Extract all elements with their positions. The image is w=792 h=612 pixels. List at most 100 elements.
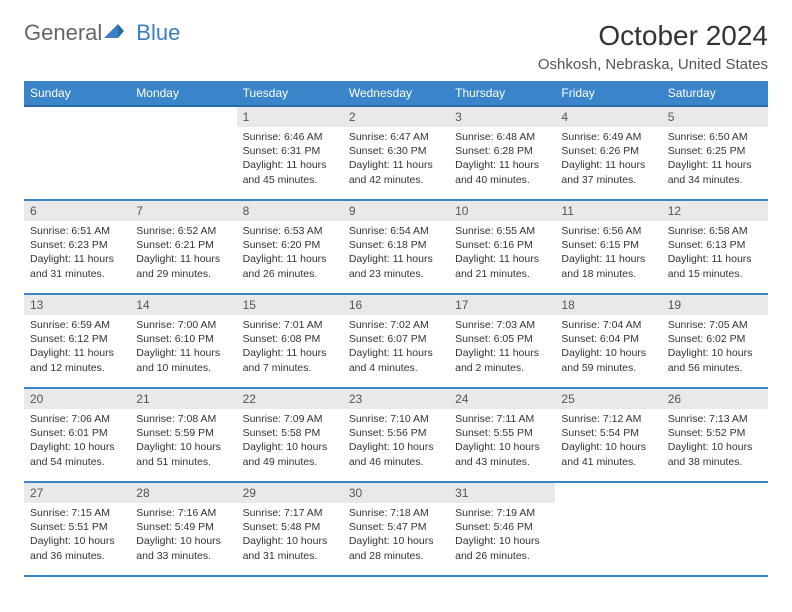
daylight-text: Daylight: 11 hours and 40 minutes. (455, 158, 549, 186)
calendar-day-cell: 1Sunrise: 6:46 AMSunset: 6:31 PMDaylight… (237, 106, 343, 200)
sunset-text: Sunset: 6:26 PM (561, 144, 655, 158)
sunrise-text: Sunrise: 6:46 AM (243, 130, 337, 144)
weekday-header: Monday (130, 81, 236, 106)
calendar-week-row: 1Sunrise: 6:46 AMSunset: 6:31 PMDaylight… (24, 106, 768, 200)
header: General Blue October 2024 Oshkosh, Nebra… (24, 20, 768, 73)
daylight-text: Daylight: 11 hours and 12 minutes. (30, 346, 124, 374)
sunset-text: Sunset: 5:48 PM (243, 520, 337, 534)
sunset-text: Sunset: 6:12 PM (30, 332, 124, 346)
calendar-day-cell: 27Sunrise: 7:15 AMSunset: 5:51 PMDayligh… (24, 482, 130, 576)
sunset-text: Sunset: 6:21 PM (136, 238, 230, 252)
sunrise-text: Sunrise: 7:00 AM (136, 318, 230, 332)
day-number: 4 (555, 107, 661, 127)
logo-text-2: Blue (136, 20, 180, 46)
day-number: 22 (237, 389, 343, 409)
daylight-text: Daylight: 11 hours and 23 minutes. (349, 252, 443, 280)
day-info: Sunrise: 6:49 AMSunset: 6:26 PMDaylight:… (555, 127, 661, 193)
day-number: 29 (237, 483, 343, 503)
day-info: Sunrise: 7:02 AMSunset: 6:07 PMDaylight:… (343, 315, 449, 381)
day-number: 13 (24, 295, 130, 315)
calendar-empty-cell (555, 482, 661, 576)
weekday-header: Saturday (662, 81, 768, 106)
sunrise-text: Sunrise: 7:02 AM (349, 318, 443, 332)
weekday-header: Tuesday (237, 81, 343, 106)
calendar-day-cell: 28Sunrise: 7:16 AMSunset: 5:49 PMDayligh… (130, 482, 236, 576)
sunrise-text: Sunrise: 7:18 AM (349, 506, 443, 520)
day-info: Sunrise: 6:58 AMSunset: 6:13 PMDaylight:… (662, 221, 768, 287)
day-info: Sunrise: 7:15 AMSunset: 5:51 PMDaylight:… (24, 503, 130, 569)
sunset-text: Sunset: 5:47 PM (349, 520, 443, 534)
calendar-day-cell: 19Sunrise: 7:05 AMSunset: 6:02 PMDayligh… (662, 294, 768, 388)
sunset-text: Sunset: 6:28 PM (455, 144, 549, 158)
daylight-text: Daylight: 10 hours and 33 minutes. (136, 534, 230, 562)
calendar-day-cell: 3Sunrise: 6:48 AMSunset: 6:28 PMDaylight… (449, 106, 555, 200)
sunrise-text: Sunrise: 7:04 AM (561, 318, 655, 332)
daylight-text: Daylight: 11 hours and 37 minutes. (561, 158, 655, 186)
day-number: 25 (555, 389, 661, 409)
sunrise-text: Sunrise: 6:56 AM (561, 224, 655, 238)
calendar-day-cell: 2Sunrise: 6:47 AMSunset: 6:30 PMDaylight… (343, 106, 449, 200)
day-number: 15 (237, 295, 343, 315)
day-number: 2 (343, 107, 449, 127)
day-info: Sunrise: 6:56 AMSunset: 6:15 PMDaylight:… (555, 221, 661, 287)
daylight-text: Daylight: 10 hours and 54 minutes. (30, 440, 124, 468)
day-number: 10 (449, 201, 555, 221)
day-info: Sunrise: 6:52 AMSunset: 6:21 PMDaylight:… (130, 221, 236, 287)
calendar-week-row: 13Sunrise: 6:59 AMSunset: 6:12 PMDayligh… (24, 294, 768, 388)
day-info: Sunrise: 6:53 AMSunset: 6:20 PMDaylight:… (237, 221, 343, 287)
calendar-day-cell: 9Sunrise: 6:54 AMSunset: 6:18 PMDaylight… (343, 200, 449, 294)
sunrise-text: Sunrise: 6:48 AM (455, 130, 549, 144)
daylight-text: Daylight: 10 hours and 51 minutes. (136, 440, 230, 468)
daylight-text: Daylight: 10 hours and 38 minutes. (668, 440, 762, 468)
calendar-week-row: 27Sunrise: 7:15 AMSunset: 5:51 PMDayligh… (24, 482, 768, 576)
calendar-empty-cell (130, 106, 236, 200)
day-info: Sunrise: 7:19 AMSunset: 5:46 PMDaylight:… (449, 503, 555, 569)
calendar-day-cell: 16Sunrise: 7:02 AMSunset: 6:07 PMDayligh… (343, 294, 449, 388)
sunset-text: Sunset: 6:07 PM (349, 332, 443, 346)
day-info: Sunrise: 7:04 AMSunset: 6:04 PMDaylight:… (555, 315, 661, 381)
day-number: 8 (237, 201, 343, 221)
sunset-text: Sunset: 6:01 PM (30, 426, 124, 440)
day-info: Sunrise: 6:46 AMSunset: 6:31 PMDaylight:… (237, 127, 343, 193)
calendar-day-cell: 4Sunrise: 6:49 AMSunset: 6:26 PMDaylight… (555, 106, 661, 200)
sunset-text: Sunset: 5:54 PM (561, 426, 655, 440)
calendar-day-cell: 5Sunrise: 6:50 AMSunset: 6:25 PMDaylight… (662, 106, 768, 200)
sunset-text: Sunset: 6:23 PM (30, 238, 124, 252)
daylight-text: Daylight: 11 hours and 18 minutes. (561, 252, 655, 280)
calendar-week-row: 6Sunrise: 6:51 AMSunset: 6:23 PMDaylight… (24, 200, 768, 294)
weekday-header: Thursday (449, 81, 555, 106)
sunrise-text: Sunrise: 6:52 AM (136, 224, 230, 238)
sunset-text: Sunset: 6:08 PM (243, 332, 337, 346)
day-info: Sunrise: 7:03 AMSunset: 6:05 PMDaylight:… (449, 315, 555, 381)
day-info: Sunrise: 6:47 AMSunset: 6:30 PMDaylight:… (343, 127, 449, 193)
calendar-day-cell: 29Sunrise: 7:17 AMSunset: 5:48 PMDayligh… (237, 482, 343, 576)
day-number: 30 (343, 483, 449, 503)
day-info: Sunrise: 7:18 AMSunset: 5:47 PMDaylight:… (343, 503, 449, 569)
sunset-text: Sunset: 6:16 PM (455, 238, 549, 252)
calendar-day-cell: 11Sunrise: 6:56 AMSunset: 6:15 PMDayligh… (555, 200, 661, 294)
calendar-day-cell: 18Sunrise: 7:04 AMSunset: 6:04 PMDayligh… (555, 294, 661, 388)
sunrise-text: Sunrise: 7:03 AM (455, 318, 549, 332)
sunrise-text: Sunrise: 6:58 AM (668, 224, 762, 238)
day-number: 17 (449, 295, 555, 315)
day-number: 20 (24, 389, 130, 409)
sunset-text: Sunset: 5:55 PM (455, 426, 549, 440)
day-number: 18 (555, 295, 661, 315)
sunrise-text: Sunrise: 7:17 AM (243, 506, 337, 520)
daylight-text: Daylight: 10 hours and 26 minutes. (455, 534, 549, 562)
day-info: Sunrise: 7:01 AMSunset: 6:08 PMDaylight:… (237, 315, 343, 381)
sunset-text: Sunset: 5:51 PM (30, 520, 124, 534)
daylight-text: Daylight: 10 hours and 56 minutes. (668, 346, 762, 374)
day-number: 3 (449, 107, 555, 127)
logo: General Blue (24, 20, 180, 46)
sunset-text: Sunset: 6:04 PM (561, 332, 655, 346)
day-info: Sunrise: 6:48 AMSunset: 6:28 PMDaylight:… (449, 127, 555, 193)
sunset-text: Sunset: 6:15 PM (561, 238, 655, 252)
day-info: Sunrise: 7:17 AMSunset: 5:48 PMDaylight:… (237, 503, 343, 569)
sunset-text: Sunset: 5:56 PM (349, 426, 443, 440)
day-info: Sunrise: 7:00 AMSunset: 6:10 PMDaylight:… (130, 315, 236, 381)
calendar-day-cell: 21Sunrise: 7:08 AMSunset: 5:59 PMDayligh… (130, 388, 236, 482)
day-info: Sunrise: 6:55 AMSunset: 6:16 PMDaylight:… (449, 221, 555, 287)
sunrise-text: Sunrise: 7:06 AM (30, 412, 124, 426)
day-number: 26 (662, 389, 768, 409)
